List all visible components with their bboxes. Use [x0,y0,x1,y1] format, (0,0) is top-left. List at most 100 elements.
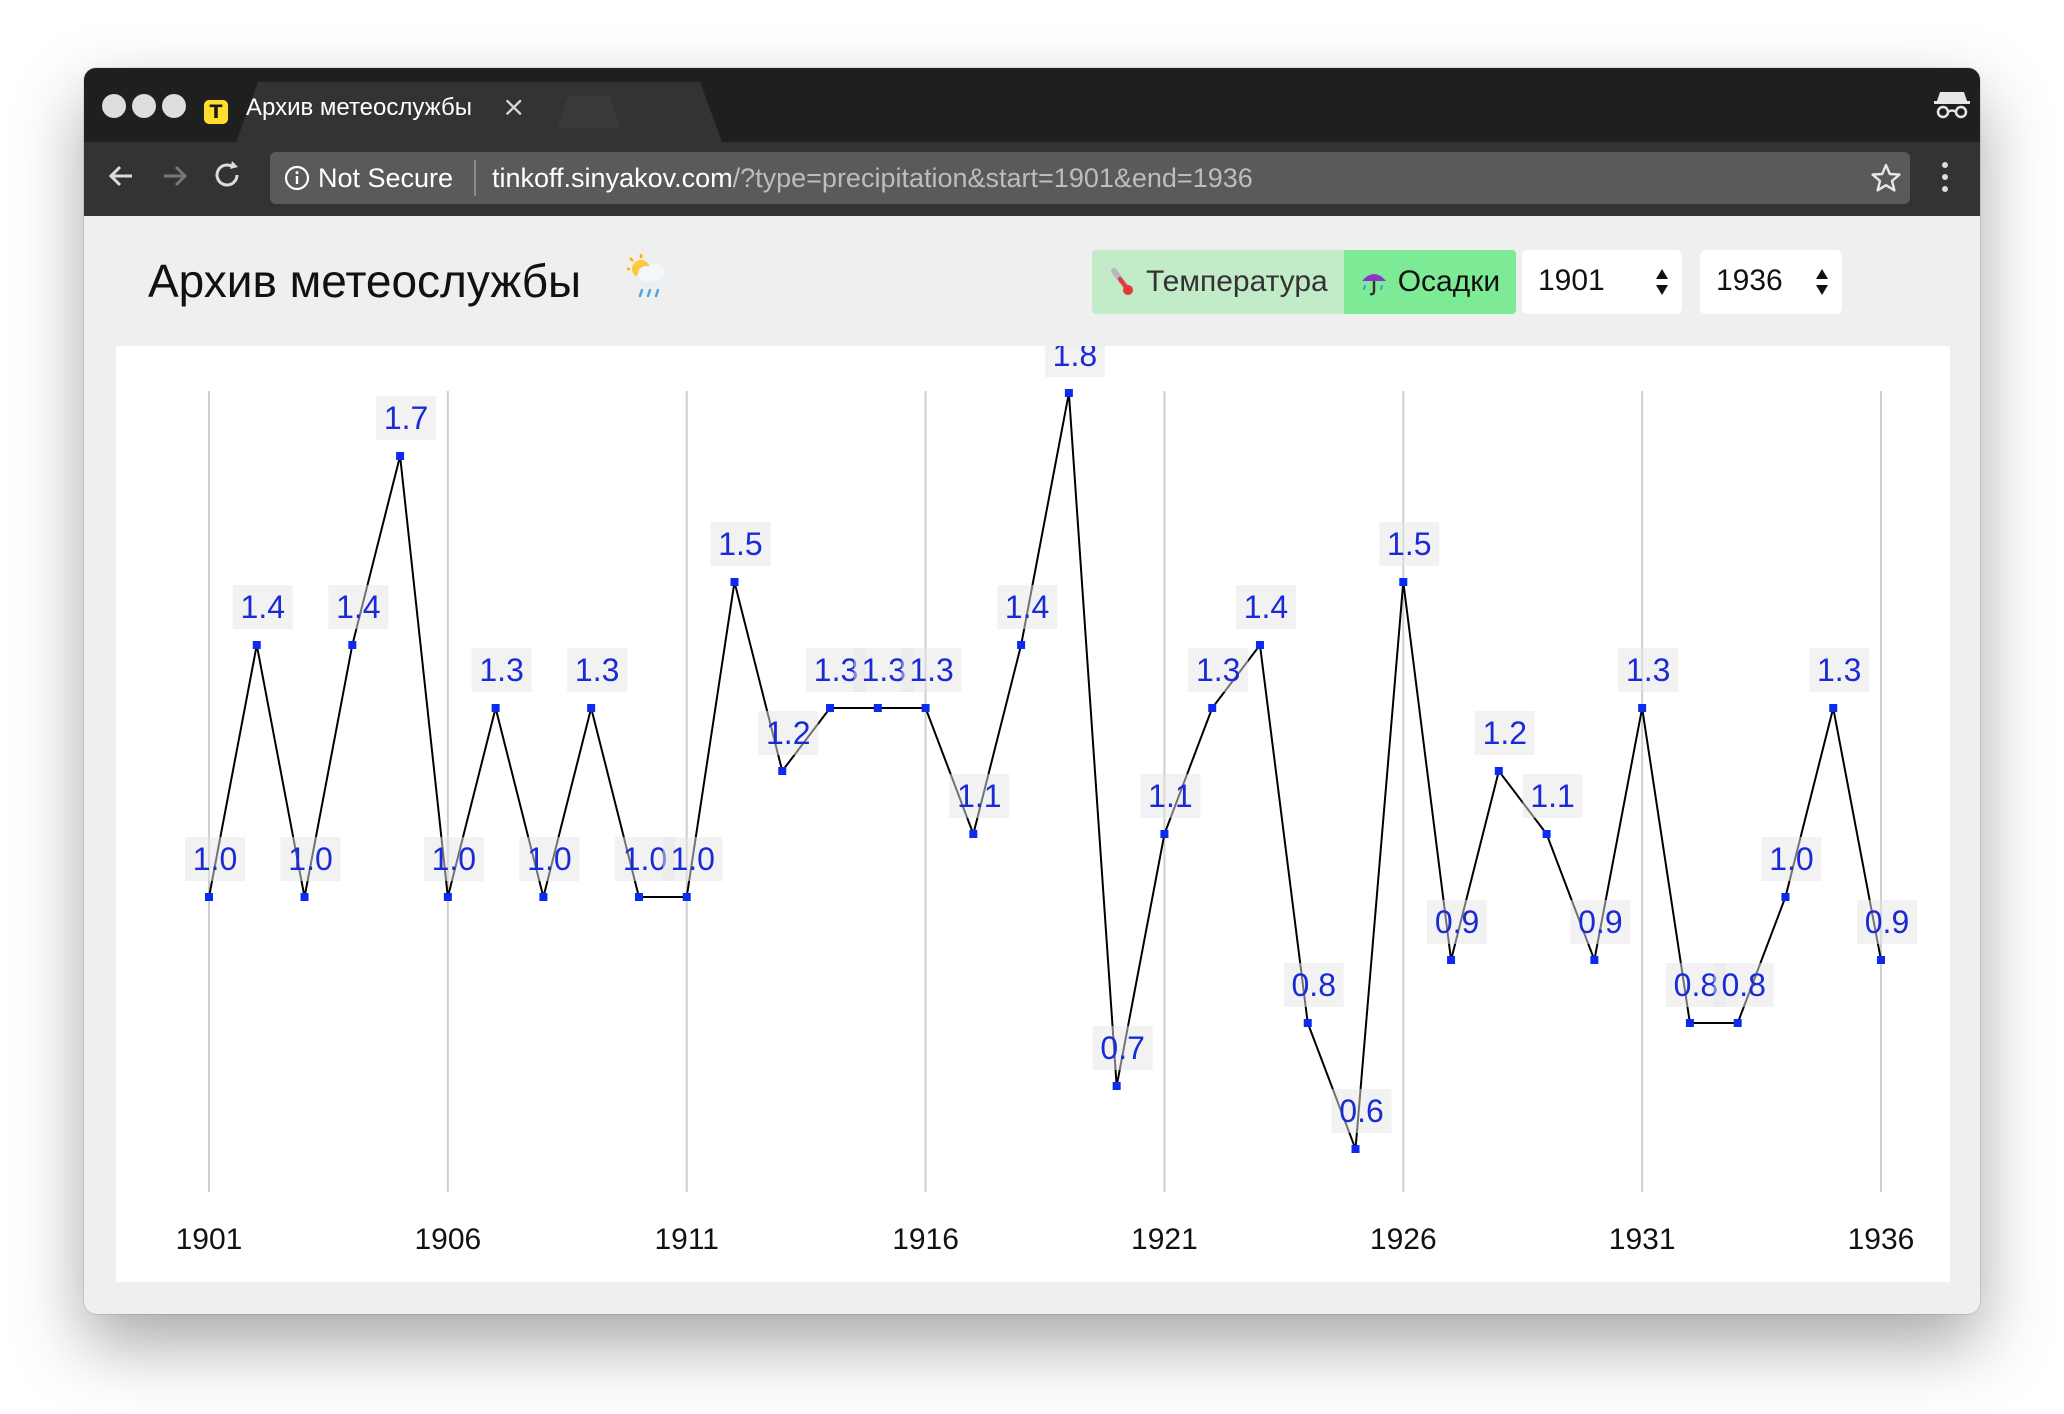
data-label-bg [1188,648,1249,692]
data-label-bg [1474,711,1535,755]
end-year-value: 1936 [1716,264,1783,297]
data-label: 1.2 [766,715,810,751]
data-point [730,578,739,586]
x-tick-label: 1921 [1131,1223,1198,1256]
cloud-rain-sun-icon [627,254,668,298]
data-label: 1.5 [1387,526,1431,562]
data-label: 1.0 [432,841,476,877]
back-arrow-icon[interactable] [102,156,142,196]
thermometer-icon [1111,268,1133,295]
data-label: 1.8 [1053,346,1097,373]
minimize-window-button[interactable] [132,94,156,118]
x-tick-label: 1931 [1609,1223,1676,1256]
data-label-bg [185,837,245,881]
select-arrows-icon [1656,269,1668,295]
data-point [1829,704,1838,712]
data-label: 1.0 [623,841,667,877]
data-label: 1.3 [1817,652,1861,688]
kebab-menu-icon[interactable] [1940,160,1950,194]
data-label-bg [1570,900,1631,944]
data-label: 1.4 [1005,589,1049,625]
data-label: 1.0 [193,841,237,877]
maximize-window-button[interactable] [162,94,186,118]
data-label-bg [1331,1089,1392,1133]
precipitation-tab[interactable]: Осадки [1343,250,1517,314]
data-point [491,704,500,712]
data-label: 0.9 [1435,904,1479,940]
data-label: 1.0 [527,841,571,877]
data-label-bg [1044,346,1105,377]
data-label-bg [1857,900,1917,944]
data-label-bg [1761,837,1822,881]
url-path: /?type=precipitation&start=1901&end=1936 [732,163,1253,193]
data-label: 0.6 [1339,1093,1383,1129]
data-label: 1.3 [479,652,523,688]
data-point [826,704,835,712]
data-label: 1.1 [1530,778,1574,814]
incognito-icon [1934,92,1970,119]
data-label: 1.3 [814,652,858,688]
data-label-bg [1092,1026,1153,1070]
data-label: 1.1 [957,778,1001,814]
data-label-bg [1809,648,1870,692]
data-point [1112,1082,1121,1090]
data-point [1733,1019,1742,1027]
data-label-bg [423,837,484,881]
reload-icon[interactable] [208,156,248,196]
data-point [1590,956,1599,964]
data-point [1160,830,1169,838]
data-label: 1.2 [1483,715,1527,751]
end-year-select[interactable]: 1936 [1700,250,1842,314]
data-point [1399,578,1408,586]
data-label: 1.0 [670,841,714,877]
data-point [1447,956,1456,964]
data-point [348,641,357,649]
data-label-bg [280,837,341,881]
data-point [1351,1145,1360,1153]
forward-arrow-icon[interactable] [154,156,194,196]
data-label-bg [710,522,771,566]
data-label-bg [1140,774,1201,818]
browser-window: T Архив метеослужбы × Not [84,68,1980,1314]
data-point [1017,641,1026,649]
new-tab-button[interactable] [558,96,620,128]
not-secure-label[interactable]: Not Secure [318,163,454,193]
url-text[interactable]: tinkoff.sinyakov.com/?type=precipitation… [492,163,1253,194]
data-point [1781,893,1790,901]
data-label-bg [662,837,723,881]
browser-toolbar: Not Secure tinkoff.sinyakov.com/?type=pr… [84,142,1980,216]
data-label-bg [328,585,389,629]
close-tab-icon[interactable]: × [502,90,526,123]
x-tick-label: 1911 [654,1223,719,1256]
tinkoff-favicon-icon: T [204,100,228,124]
address-bar[interactable]: Not Secure tinkoff.sinyakov.com/?type=pr… [270,152,1910,204]
data-label: 1.3 [909,652,953,688]
data-label-bg [901,648,962,692]
data-point [921,704,930,712]
temperature-tab[interactable]: Температура [1092,250,1344,314]
data-type-toggle: Температура Осадки [1092,250,1517,314]
bookmark-star-icon[interactable] [1870,162,1902,194]
data-point [300,893,309,901]
start-year-select[interactable]: 1901 [1522,250,1682,314]
select-arrows-icon [1816,269,1828,295]
data-label-bg [232,585,293,629]
data-point [1494,767,1503,775]
start-year-value: 1901 [1538,264,1605,297]
data-label: 0.9 [1865,904,1909,940]
data-label: 0.8 [1674,967,1718,1003]
data-label-bg [567,648,628,692]
data-point [1542,830,1551,838]
data-label: 1.1 [1148,778,1192,814]
info-icon[interactable] [284,165,310,191]
url-host: tinkoff.sinyakov.com [492,163,733,193]
data-label-bg [1427,900,1488,944]
data-point [587,704,596,712]
data-label-bg [1713,963,1774,1007]
browser-tab[interactable] [236,82,722,142]
page-title: Архив метеослужбы [148,255,582,307]
data-label-bg [1379,522,1440,566]
data-label-bg [758,711,819,755]
close-window-button[interactable] [102,94,126,118]
data-label: 1.3 [1196,652,1240,688]
